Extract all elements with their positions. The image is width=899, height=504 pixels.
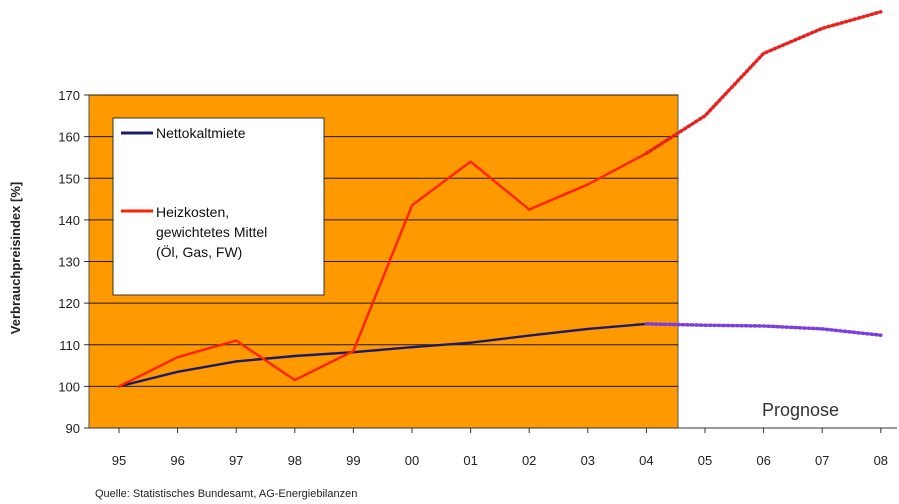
source-note: Quelle: Statistisches Bundesamt, AG-Ener… — [95, 488, 357, 500]
x-tick-label: 05 — [698, 453, 712, 468]
x-tick-label: 99 — [346, 453, 360, 468]
prognose-label: Prognose — [762, 400, 839, 420]
legend-label-heizkosten-line: gewichtetes Mittel — [156, 224, 267, 240]
legend-box — [112, 117, 325, 296]
y-tick-label: 100 — [58, 379, 80, 394]
legend: Nettokaltmiete Heizkosten, gewichtetes Mit… — [112, 117, 325, 296]
legend-label-nettokaltmiete: Nettokaltmiete — [156, 125, 246, 141]
x-tick-label: 98 — [288, 453, 302, 468]
data-point — [117, 385, 121, 388]
forecast-line-nettokaltmiete — [644, 322, 883, 337]
data-point — [293, 354, 296, 358]
x-tick-label: 97 — [229, 453, 243, 468]
data-point — [586, 183, 589, 186]
x-tick-label: 01 — [463, 453, 477, 468]
series-line-heizkosten — [118, 152, 647, 388]
data-point — [293, 378, 296, 382]
x-tick-label: 00 — [405, 453, 419, 468]
data-point — [235, 339, 238, 342]
y-tick-label: 90 — [66, 421, 80, 436]
y-tick-label: 150 — [58, 171, 80, 186]
data-point — [469, 341, 472, 344]
x-tick-label: 06 — [756, 453, 770, 468]
y-tick-label: 110 — [59, 338, 80, 353]
x-tick-label: 07 — [815, 453, 829, 468]
data-point — [528, 208, 531, 211]
x-tick-label: 08 — [874, 453, 888, 468]
data-point — [235, 360, 238, 363]
y-tick-label: 140 — [58, 213, 80, 228]
x-tick-label: 04 — [639, 453, 653, 468]
x-tick-label: 02 — [522, 453, 536, 468]
forecast-line-heizkosten — [644, 10, 883, 156]
y-tick-label: 130 — [58, 255, 80, 270]
legend-label-heizkosten-line: Heizkosten, — [156, 204, 229, 220]
x-tick-label: 96 — [170, 453, 184, 468]
data-point — [410, 346, 414, 349]
x-tick-label: 95 — [112, 453, 126, 468]
series-line-nettokaltmiete — [118, 322, 647, 388]
y-tick-label: 170 — [58, 88, 80, 103]
x-tick-label: 03 — [581, 453, 595, 468]
y-axis-label: Verbrauchpreisindex [%] — [8, 182, 23, 334]
data-point — [469, 160, 472, 163]
data-point — [176, 356, 179, 359]
data-point — [352, 349, 355, 353]
data-point — [528, 334, 531, 337]
data-point — [410, 204, 414, 207]
legend-label-heizkosten-line: (Öl, Gas, FW) — [156, 243, 242, 260]
axes: 90 100 110 120 130 140 150 160 170 95 96 97 98 99 00 01… — [58, 88, 897, 468]
data-point — [586, 327, 589, 331]
y-tick-label: 120 — [58, 296, 80, 311]
data-point — [176, 370, 179, 374]
y-tick-label: 160 — [58, 130, 80, 145]
forecast-area — [644, 10, 883, 337]
